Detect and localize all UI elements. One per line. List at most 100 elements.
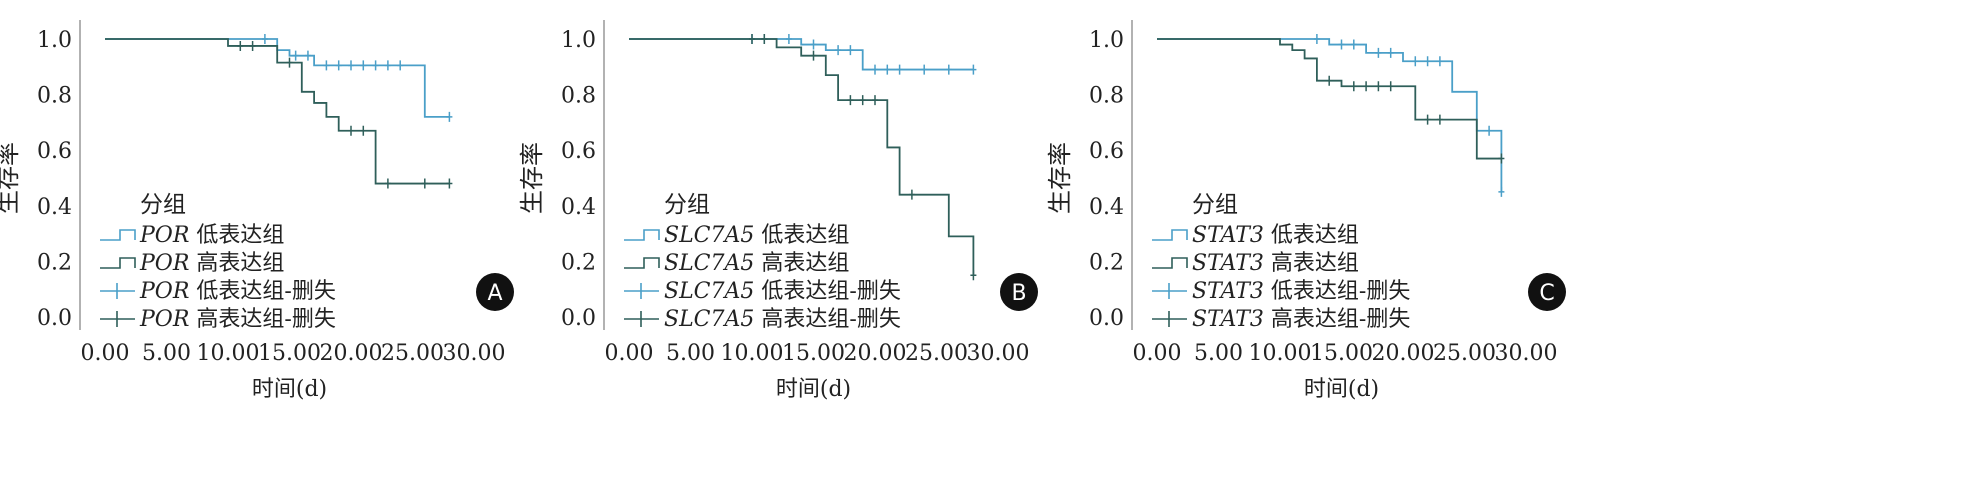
legend-group: 高表达组 bbox=[189, 251, 284, 276]
x-tick-label: 20.00 bbox=[320, 341, 383, 366]
legend-step-icon bbox=[100, 257, 136, 269]
x-tick-label: 25.00 bbox=[1433, 341, 1496, 366]
legend-gene: POR bbox=[139, 223, 189, 248]
y-tick-label: 1.0 bbox=[561, 28, 596, 53]
y-tick-label: 0.0 bbox=[37, 306, 72, 331]
survival-curve-high bbox=[105, 38, 450, 185]
x-tick-label: 15.00 bbox=[258, 341, 321, 366]
x-tick-label: 30.00 bbox=[967, 341, 1030, 366]
x-tick-label: 30.00 bbox=[1495, 341, 1558, 366]
censor-mark bbox=[921, 64, 928, 75]
legend-step-icon bbox=[624, 229, 660, 241]
censor-mark bbox=[749, 34, 755, 44]
legend-group: 高表达组-删失 bbox=[754, 307, 900, 332]
censor-mark bbox=[348, 125, 354, 136]
panel-badge bbox=[1000, 273, 1038, 311]
legend-group: 高表达组-删失 bbox=[189, 307, 335, 332]
censor-mark bbox=[810, 50, 817, 61]
censor-mark bbox=[810, 39, 817, 50]
legend-gene: POR bbox=[139, 279, 189, 304]
censor-mark bbox=[249, 40, 256, 51]
legend-label: POR 高表达组 bbox=[139, 251, 284, 276]
y-tick-label: 0.6 bbox=[37, 139, 72, 164]
censor-mark bbox=[847, 95, 854, 106]
censor-mark bbox=[372, 60, 379, 71]
legend-group: 低表达组 bbox=[189, 223, 284, 248]
panel-letter: B bbox=[1011, 281, 1026, 306]
y-tick-label: 0.8 bbox=[561, 84, 596, 109]
censor-mark bbox=[761, 34, 768, 44]
legend-step-icon bbox=[100, 229, 136, 241]
survival-curve-low bbox=[1157, 38, 1503, 192]
panel-letter: C bbox=[1539, 281, 1554, 306]
legend-group: 高表达组 bbox=[1264, 251, 1359, 276]
panel-badge bbox=[476, 273, 514, 311]
legend-censor-icon bbox=[624, 283, 659, 299]
censor-mark bbox=[1387, 81, 1394, 92]
y-tick-label: 0.4 bbox=[561, 195, 596, 220]
censor-mark bbox=[1326, 75, 1333, 86]
x-tick-label: 15.00 bbox=[782, 341, 845, 366]
censor-mark bbox=[1424, 114, 1431, 125]
censor-mark bbox=[970, 64, 977, 75]
panel-A: 0.0 0.2 0.4 0.6 0.8 1.0 0.00 5.00 10.0015.0020.0… bbox=[0, 20, 514, 402]
legend-gene: SLC7A5 bbox=[664, 307, 754, 332]
legend-title: 分组 bbox=[1192, 192, 1238, 218]
legend-step-icon bbox=[624, 257, 660, 269]
x-axis-label: 时间(d) bbox=[252, 377, 327, 402]
legend-group: 高表达组 bbox=[754, 251, 849, 276]
legend-gene: SLC7A5 bbox=[664, 223, 754, 248]
y-tick-label: 0.4 bbox=[37, 195, 72, 220]
censor-mark bbox=[286, 57, 293, 68]
legend-label: POR 低表达组-删失 bbox=[139, 279, 336, 304]
censor-mark bbox=[446, 111, 453, 122]
legend-gene: POR bbox=[139, 307, 189, 332]
legend-label: POR 高表达组-删失 bbox=[139, 307, 336, 332]
x-tick-label: 10.00 bbox=[1249, 341, 1312, 366]
censor-mark bbox=[847, 45, 854, 56]
y-tick-label: 1.0 bbox=[1089, 28, 1124, 53]
survival-curve-low bbox=[105, 38, 450, 118]
legend-gene: POR bbox=[139, 251, 189, 276]
x-tick-label: 0.00 bbox=[1133, 341, 1182, 366]
censor-mark bbox=[835, 45, 842, 56]
censor-mark bbox=[1486, 125, 1493, 136]
y-tick-label: 1.0 bbox=[37, 28, 72, 53]
censor-mark bbox=[348, 60, 354, 71]
censor-mark bbox=[908, 189, 915, 200]
censor-mark bbox=[1498, 153, 1505, 164]
y-tick-label: 0.8 bbox=[37, 84, 72, 109]
y-tick-label: 0.6 bbox=[561, 139, 596, 164]
legend-group: 低表达组-删失 bbox=[189, 279, 335, 304]
legend-gene: SLC7A5 bbox=[664, 251, 754, 276]
x-tick-label: 30.00 bbox=[443, 341, 506, 366]
censor-mark bbox=[335, 60, 342, 71]
censor-mark bbox=[1436, 56, 1443, 67]
censor-mark bbox=[323, 60, 330, 71]
x-tick-label: 15.00 bbox=[1310, 341, 1373, 366]
legend-censor-icon bbox=[624, 311, 659, 327]
legend-group: 低表达组-删失 bbox=[754, 279, 900, 304]
legend-censor-icon bbox=[1152, 311, 1187, 327]
legend-gene: STAT3 bbox=[1192, 223, 1264, 248]
censor-mark bbox=[261, 34, 268, 44]
legend-gene: STAT3 bbox=[1192, 307, 1264, 332]
x-tick-label: 5.00 bbox=[142, 341, 191, 366]
censor-mark bbox=[1412, 56, 1419, 67]
y-tick-label: 0.0 bbox=[561, 306, 596, 331]
survival-curve-low bbox=[629, 38, 974, 71]
censor-mark bbox=[384, 178, 391, 189]
survival-curve-high bbox=[1157, 38, 1502, 160]
legend-label: STAT3 低表达组-删失 bbox=[1192, 279, 1410, 304]
x-tick-label: 25.00 bbox=[905, 341, 968, 366]
x-axis-label: 时间(d) bbox=[776, 377, 851, 402]
x-tick-label: 20.00 bbox=[1372, 341, 1435, 366]
censor-mark bbox=[1375, 81, 1382, 92]
legend-group: 高表达组-删失 bbox=[1264, 307, 1410, 332]
y-tick-label: 0.2 bbox=[561, 250, 596, 275]
legend-censor-icon bbox=[100, 283, 135, 299]
censor-mark bbox=[1350, 39, 1357, 50]
x-tick-label: 5.00 bbox=[666, 341, 715, 366]
